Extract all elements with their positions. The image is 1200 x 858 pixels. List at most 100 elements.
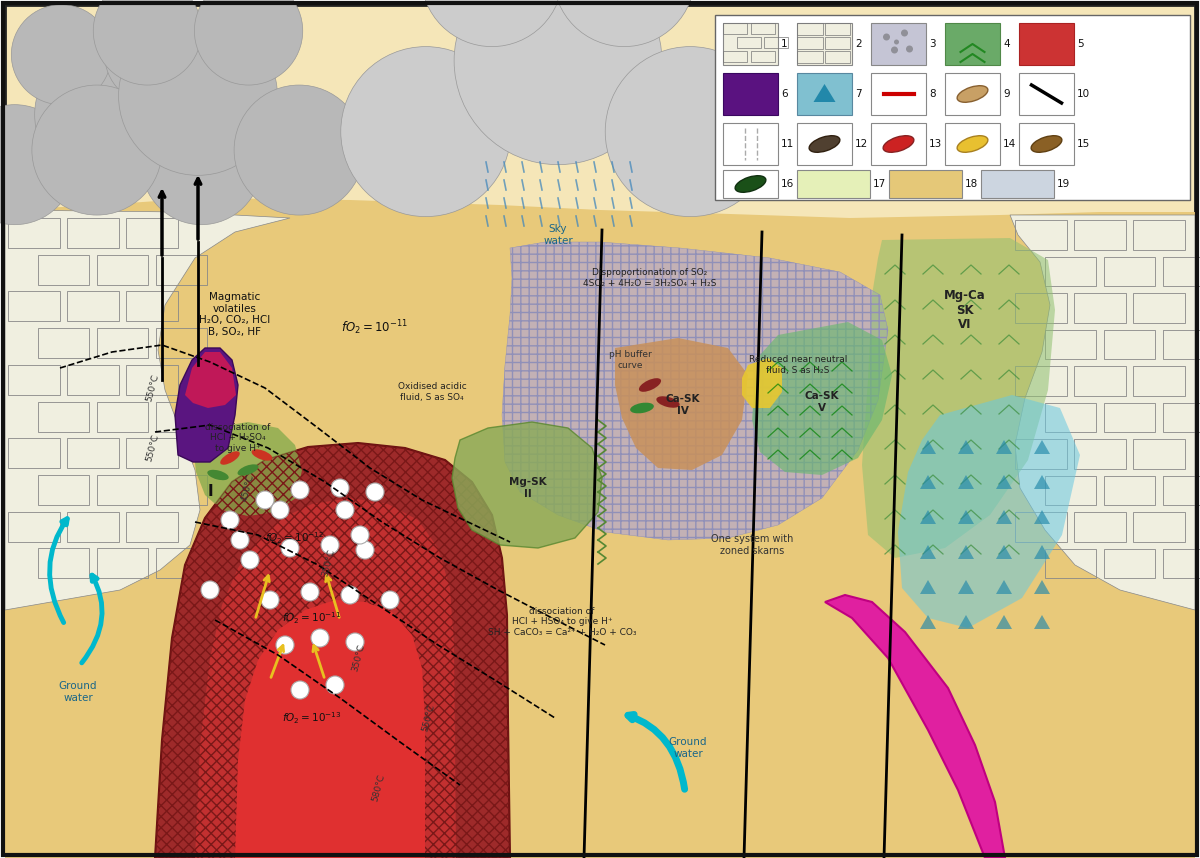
Bar	[126, 511, 178, 541]
Text: 6: 6	[781, 89, 787, 99]
Circle shape	[281, 539, 299, 557]
Bar	[96, 328, 149, 358]
Bar	[1163, 402, 1200, 432]
Bar	[722, 23, 778, 65]
Circle shape	[292, 481, 310, 499]
Text: $fO_2=10^{-13}$: $fO_2=10^{-13}$	[282, 710, 342, 726]
Text: 8: 8	[929, 89, 936, 99]
Text: 550°C: 550°C	[420, 704, 436, 733]
Ellipse shape	[221, 451, 240, 465]
Bar	[1044, 548, 1097, 578]
Bar	[37, 474, 90, 505]
Bar	[1019, 23, 1074, 65]
Bar	[156, 328, 208, 358]
Text: Magmatic
volatiles
H₂O, CO₂, HCl
B, SO₂, HF: Magmatic volatiles H₂O, CO₂, HCl B, SO₂,…	[199, 292, 271, 337]
Text: Reduced near neutral
fluid, S as H₂S: Reduced near neutral fluid, S as H₂S	[749, 355, 847, 375]
Circle shape	[352, 526, 370, 544]
Bar	[1015, 439, 1067, 469]
Text: 18: 18	[965, 179, 978, 189]
Polygon shape	[996, 580, 1012, 594]
Bar	[126, 365, 178, 395]
Polygon shape	[502, 242, 888, 540]
Circle shape	[341, 586, 359, 604]
Ellipse shape	[238, 464, 258, 475]
Circle shape	[454, 0, 662, 165]
Text: 2: 2	[854, 39, 862, 49]
Bar	[1019, 123, 1074, 165]
Circle shape	[326, 676, 344, 694]
Bar	[156, 255, 208, 285]
Bar	[1044, 257, 1097, 287]
Bar	[96, 548, 149, 578]
Circle shape	[890, 46, 898, 53]
Polygon shape	[193, 422, 302, 516]
Polygon shape	[5, 210, 290, 610]
Ellipse shape	[736, 176, 766, 192]
Bar	[126, 292, 178, 322]
Circle shape	[0, 105, 74, 225]
Polygon shape	[1034, 475, 1050, 489]
Circle shape	[221, 511, 239, 529]
Ellipse shape	[958, 136, 988, 152]
Bar	[1104, 475, 1156, 505]
Circle shape	[234, 85, 364, 215]
Bar	[1015, 366, 1067, 396]
Polygon shape	[742, 358, 782, 408]
Bar	[982, 170, 1054, 198]
Bar	[889, 170, 962, 198]
Bar	[67, 218, 119, 248]
Text: Ground
water: Ground water	[59, 681, 97, 703]
Bar	[797, 23, 823, 35]
Text: $fO_2=10^{-12}$: $fO_2=10^{-12}$	[265, 530, 325, 546]
Polygon shape	[194, 498, 456, 858]
Bar	[1044, 475, 1097, 505]
Bar	[1074, 220, 1126, 250]
Bar	[1015, 512, 1067, 542]
Bar	[824, 23, 851, 35]
Text: 350°C: 350°C	[320, 548, 336, 577]
Circle shape	[230, 531, 250, 549]
Polygon shape	[5, 198, 1195, 858]
Bar	[8, 438, 60, 468]
Bar	[96, 402, 149, 432]
Circle shape	[194, 0, 302, 85]
Polygon shape	[958, 580, 974, 594]
Bar	[1163, 548, 1200, 578]
Polygon shape	[235, 600, 425, 858]
Bar	[797, 37, 823, 49]
Polygon shape	[958, 440, 974, 454]
Circle shape	[901, 29, 908, 37]
Ellipse shape	[208, 470, 229, 480]
Text: Mg-SK
II: Mg-SK II	[509, 477, 547, 498]
Text: Ca-SK
IV: Ca-SK IV	[666, 394, 701, 416]
Bar	[1019, 73, 1074, 115]
Text: 580°C: 580°C	[370, 773, 386, 803]
Bar	[871, 23, 926, 65]
Polygon shape	[898, 395, 1080, 628]
Bar	[797, 170, 870, 198]
Bar	[1074, 439, 1126, 469]
Bar	[1044, 402, 1097, 432]
Circle shape	[311, 629, 329, 647]
Circle shape	[94, 0, 202, 85]
Text: 9: 9	[1003, 89, 1009, 99]
Bar	[8, 218, 60, 248]
Polygon shape	[1010, 215, 1195, 610]
Bar	[37, 548, 90, 578]
Polygon shape	[996, 545, 1012, 559]
Text: 10: 10	[1078, 89, 1090, 99]
Bar	[1163, 329, 1200, 360]
Polygon shape	[920, 510, 936, 524]
Text: I: I	[208, 485, 212, 499]
Circle shape	[35, 41, 181, 188]
Ellipse shape	[809, 136, 840, 152]
Text: 550°C: 550°C	[144, 433, 160, 462]
Circle shape	[262, 591, 278, 609]
Bar	[67, 438, 119, 468]
Circle shape	[276, 636, 294, 654]
Text: 4: 4	[1003, 39, 1009, 49]
Circle shape	[331, 479, 349, 497]
Circle shape	[894, 39, 899, 45]
Bar	[1163, 257, 1200, 287]
Bar	[37, 328, 90, 358]
